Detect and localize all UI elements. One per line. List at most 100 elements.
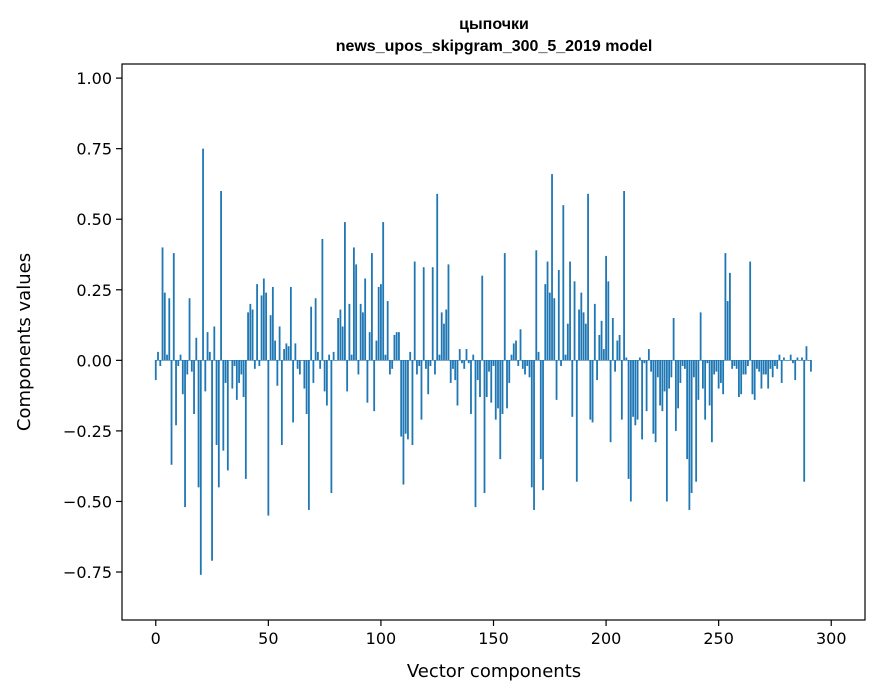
bar-283: [792, 360, 794, 364]
bar-36: [235, 360, 238, 400]
bar-116: [416, 360, 418, 375]
bar-170: [537, 351, 540, 361]
bar-16: [190, 360, 193, 372]
bar-176: [551, 174, 553, 361]
bar-187: [575, 360, 578, 482]
bar-220: [650, 360, 653, 372]
bar-269: [760, 360, 763, 389]
bar-97: [373, 360, 376, 412]
bar-9: [175, 360, 177, 426]
bar-264: [749, 261, 752, 361]
bar-98: [375, 340, 378, 361]
bar-274: [771, 360, 774, 378]
y-tick-label: 0.00: [76, 351, 112, 370]
bar-154: [501, 360, 504, 414]
bar-56: [280, 360, 283, 446]
y-tick-label: 0.25: [76, 281, 112, 300]
bar-124: [434, 360, 436, 375]
bar-54: [276, 360, 279, 386]
bar-89: [355, 264, 358, 361]
bar-100: [380, 284, 382, 361]
bar-184: [569, 261, 571, 361]
bar-20: [199, 360, 202, 575]
bar-27: [215, 360, 218, 446]
bar-229: [670, 360, 673, 378]
bar-214: [636, 360, 639, 420]
bar-138: [465, 349, 468, 361]
bar-136: [461, 360, 463, 364]
bar-223: [656, 360, 659, 378]
y-axis-label: Components values: [14, 253, 35, 431]
bar-190: [582, 312, 585, 361]
bar-268: [758, 360, 761, 372]
bar-255: [729, 272, 731, 361]
bar-182: [564, 354, 567, 361]
bar-53: [274, 340, 276, 361]
bar-232: [677, 360, 680, 409]
bar-259: [738, 360, 740, 398]
bar-83: [341, 326, 344, 361]
bar-91: [359, 303, 362, 361]
bar-88: [353, 247, 355, 361]
bar-128: [443, 323, 445, 361]
bar-195: [593, 303, 596, 361]
bar-215: [638, 357, 641, 361]
bar-58: [285, 343, 288, 361]
bar-180: [560, 360, 562, 366]
bar-5: [166, 354, 168, 361]
bar-24: [208, 351, 211, 361]
bar-152: [497, 360, 499, 409]
bar-46: [258, 360, 261, 366]
bar-120: [425, 360, 427, 369]
bar-150: [492, 360, 495, 366]
bar-191: [584, 323, 587, 361]
bar-140: [470, 360, 472, 414]
bars-group: [154, 148, 812, 575]
bar-107: [395, 332, 398, 361]
bar-238: [690, 360, 693, 493]
bar-18: [195, 337, 198, 361]
bar-168: [533, 360, 535, 510]
bar-30: [222, 360, 225, 451]
bar-257: [733, 360, 736, 366]
bar-285: [796, 357, 799, 361]
bar-78: [330, 360, 333, 493]
plot-frame: [121, 63, 866, 621]
y-axis-ticks: 1.00 0.75 0.50 0.25 0.00 −0.25 −0.50 −0.75: [63, 69, 122, 582]
bar-260: [740, 360, 743, 395]
bar-210: [627, 360, 630, 479]
bar-68: [307, 360, 310, 510]
bar-185: [571, 360, 574, 417]
bar-198: [600, 320, 603, 361]
bar-129: [445, 309, 448, 361]
bar-76: [325, 360, 328, 406]
bar-267: [756, 360, 758, 369]
bar-205: [616, 340, 619, 361]
bar-110: [402, 360, 405, 485]
bar-81: [337, 318, 340, 361]
bar-254: [726, 301, 729, 361]
bar-142: [474, 360, 477, 508]
bar-92: [362, 312, 364, 361]
bar-160: [515, 340, 517, 361]
bar-55: [278, 326, 281, 361]
bar-12: [181, 360, 184, 395]
bar-177: [553, 298, 556, 361]
bar-22: [204, 360, 207, 392]
bar-171: [539, 360, 542, 460]
bar-47: [260, 295, 263, 361]
bar-211: [629, 360, 632, 502]
bar-163: [521, 360, 524, 369]
bar-249: [715, 360, 718, 372]
bar-40: [244, 360, 247, 479]
bar-196: [596, 360, 598, 381]
bar-186: [573, 281, 576, 361]
bar-234: [681, 360, 684, 366]
bar-251: [720, 360, 722, 383]
bar-95: [368, 332, 371, 361]
bar-102: [384, 354, 387, 361]
bar-122: [429, 360, 432, 366]
bar-278: [780, 360, 783, 383]
bar-51: [269, 315, 272, 361]
